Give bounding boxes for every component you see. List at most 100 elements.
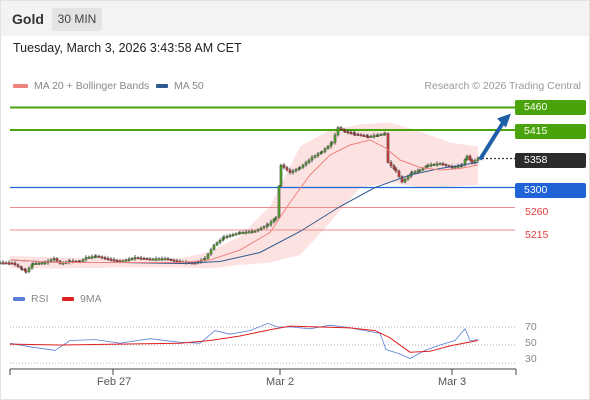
candle-body xyxy=(435,163,439,166)
candle-body xyxy=(244,231,248,234)
candle-body xyxy=(346,131,350,134)
candle-body xyxy=(4,262,8,265)
candle-body xyxy=(282,164,286,168)
legend-ma50: MA 50 xyxy=(156,80,204,92)
candle-body xyxy=(148,258,152,261)
candle-body xyxy=(250,231,254,233)
legend-rsi-label: RSI xyxy=(31,293,49,305)
candle-body xyxy=(313,155,317,158)
rsi-ma-line xyxy=(9,325,479,353)
instrument-title: Gold xyxy=(12,11,44,27)
bollinger-band xyxy=(10,122,478,269)
candle-body xyxy=(379,134,383,137)
candle-body xyxy=(298,167,302,170)
rsi-tick-70: 70 xyxy=(525,321,537,333)
candle-body xyxy=(473,160,477,163)
candle-body xyxy=(55,258,59,262)
x-label-mar2: Mar 2 xyxy=(266,376,295,388)
candle-body xyxy=(7,262,11,265)
candle-body xyxy=(343,130,347,133)
candle-body xyxy=(166,258,170,261)
candle-body xyxy=(400,176,404,183)
candle-body xyxy=(259,227,263,230)
candle-body xyxy=(136,257,140,260)
candle-body xyxy=(10,262,14,265)
candle-body xyxy=(175,260,179,263)
candle-body xyxy=(121,260,125,263)
candle-body xyxy=(27,267,31,272)
candle-body xyxy=(426,164,430,167)
candle-body xyxy=(16,264,20,267)
legend-rsi: RSI xyxy=(13,293,49,305)
candle-body xyxy=(212,244,216,250)
forecast-arrow-shaft xyxy=(478,118,507,161)
candle-body xyxy=(323,148,327,152)
support-label-5215: 5215 xyxy=(525,229,549,241)
candle-body xyxy=(145,258,149,261)
candle-body xyxy=(94,255,98,258)
candle-body xyxy=(394,168,398,172)
candle-body xyxy=(100,256,104,259)
rsi-tick-30: 30 xyxy=(525,353,537,365)
candle-body xyxy=(389,162,393,166)
chart-header: Gold 30 MIN xyxy=(1,1,589,36)
candle-body xyxy=(413,171,417,174)
candle-body xyxy=(225,236,229,238)
candle-body xyxy=(432,164,436,166)
candle-body xyxy=(40,262,44,265)
legend-ma50-label: MA 50 xyxy=(174,80,204,92)
candle-body xyxy=(294,169,298,172)
legend-rsi-ma-label: 9MA xyxy=(80,293,102,305)
candle-body xyxy=(256,229,260,232)
candle-body xyxy=(266,224,270,227)
candle-body xyxy=(81,259,85,262)
forecast-arrow-head xyxy=(497,113,511,128)
candle-body xyxy=(330,142,334,145)
candle-body xyxy=(169,259,173,261)
x-label-mar3: Mar 3 xyxy=(438,376,467,388)
legend-ma20-label: MA 20 + Bollinger Bands xyxy=(34,80,150,92)
candle-body xyxy=(106,258,110,260)
candle-body xyxy=(37,262,41,265)
rsi-ma-swatch xyxy=(62,297,74,301)
timeframe-button[interactable]: 30 MIN xyxy=(52,8,102,31)
candle-body xyxy=(163,258,167,261)
candle-body xyxy=(366,136,370,138)
candle-body xyxy=(465,155,469,160)
candle-body xyxy=(304,162,308,166)
candle-body xyxy=(333,134,337,143)
candle-body xyxy=(444,164,448,167)
candle-body xyxy=(269,221,273,225)
candle-body xyxy=(84,257,88,260)
candle-body xyxy=(403,178,407,183)
candle-body xyxy=(127,258,131,261)
candle-body xyxy=(307,159,311,163)
candle-body xyxy=(310,157,314,161)
candle-body xyxy=(359,134,363,137)
candle-body xyxy=(130,258,134,260)
pivot-tag-5300: 5300 xyxy=(515,183,586,198)
candle-body xyxy=(206,253,210,259)
candle-body xyxy=(90,256,94,259)
candle-body xyxy=(124,259,128,262)
candle-body xyxy=(109,258,113,261)
candle-body xyxy=(468,155,472,161)
candle-body xyxy=(13,262,17,265)
candle-body xyxy=(397,170,401,177)
last-price-tag: 5358 xyxy=(515,153,586,168)
resistance-tag-5415: 5415 xyxy=(515,124,586,139)
candle-body xyxy=(288,169,292,173)
candle-body xyxy=(383,133,387,136)
candle-body xyxy=(52,258,56,261)
candle-body xyxy=(172,259,176,262)
candle-body xyxy=(326,145,330,149)
candle-body xyxy=(231,234,235,237)
candle-body xyxy=(0,262,2,265)
candle-body xyxy=(362,135,366,137)
candle-body xyxy=(339,127,343,130)
candle-body xyxy=(103,257,107,260)
candle-body xyxy=(336,127,340,136)
candle-body xyxy=(356,133,360,136)
candle-body xyxy=(353,133,357,136)
candle-body xyxy=(97,255,101,258)
